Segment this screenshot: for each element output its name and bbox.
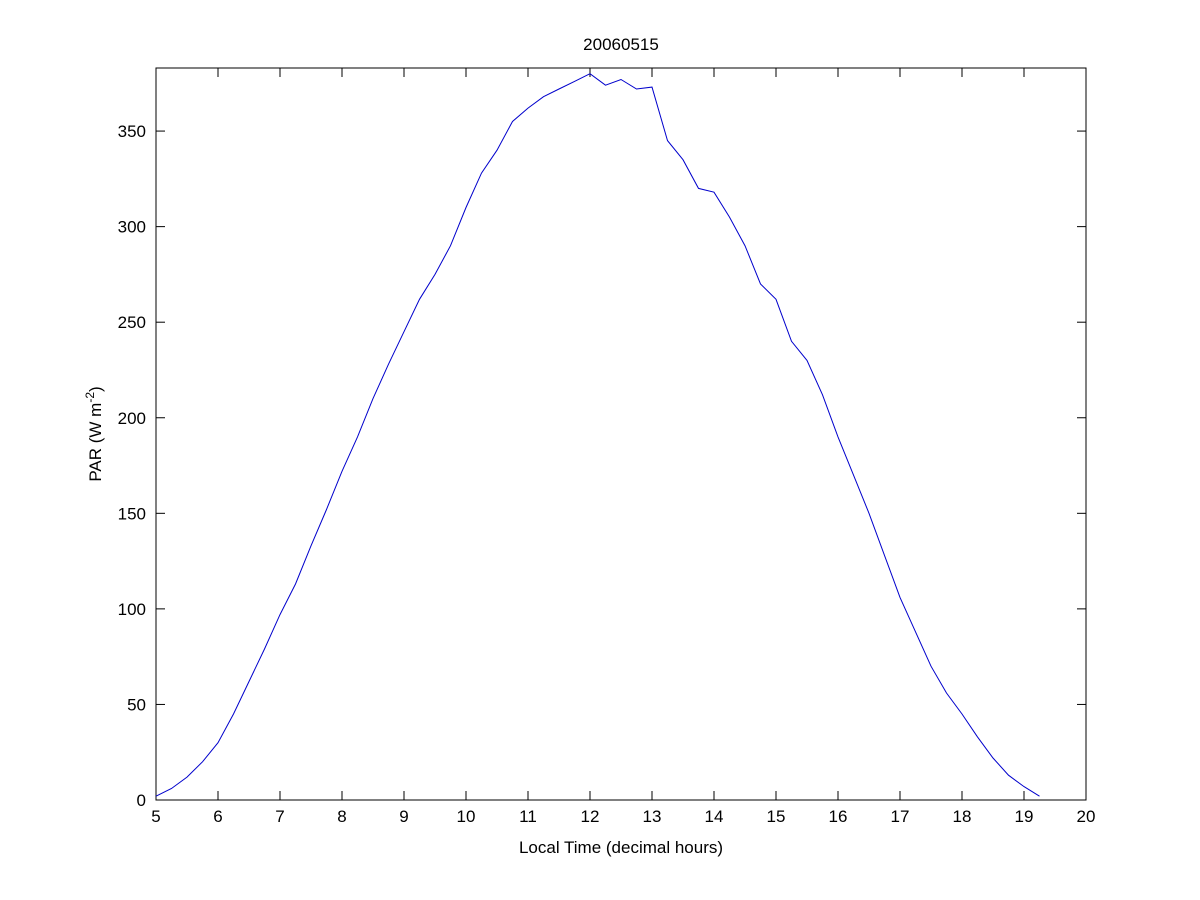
y-tick-label: 200 [118,409,146,428]
x-tick-label: 11 [519,807,537,826]
y-tick-label: 250 [118,313,146,332]
x-tick-label: 5 [151,807,160,826]
y-tick-label: 100 [118,600,146,619]
x-axis: 5 6 7 8 9 10 11 12 13 14 15 16 17 18 19 20 [151,68,1095,826]
y-tick-label: 0 [137,791,146,810]
x-tick-label: 13 [643,807,662,826]
x-tick-label: 17 [891,807,910,826]
x-axis-label: Local Time (decimal hours) [519,838,723,857]
y-axis-label-suffix: ) [86,386,105,392]
y-tick-label: 150 [118,504,146,523]
y-axis: 0 50 100 150 200 250 300 350 [118,122,1086,810]
y-tick-label: 350 [118,122,146,141]
x-tick-label: 7 [275,807,284,826]
y-axis-label-main: PAR (W m [86,403,105,482]
x-tick-label: 18 [953,807,972,826]
y-tick-label: 300 [118,218,146,237]
x-tick-label: 20 [1077,807,1096,826]
x-tick-label: 16 [829,807,848,826]
x-tick-label: 6 [213,807,222,826]
plot-area [155,67,1087,801]
y-tick-label: 50 [127,695,146,714]
y-axis-label-superscript: -2 [83,392,97,403]
x-tick-label: 10 [457,807,476,826]
par-series-line [155,73,1040,797]
x-tick-label: 15 [767,807,786,826]
chart-title: 20060515 [583,35,659,54]
y-axis-label: PAR (W m-2) [83,386,105,481]
x-tick-label: 8 [337,807,346,826]
x-tick-label: 14 [705,807,724,826]
x-tick-label: 19 [1015,807,1034,826]
x-tick-label: 12 [581,807,600,826]
x-tick-label: 9 [399,807,408,826]
